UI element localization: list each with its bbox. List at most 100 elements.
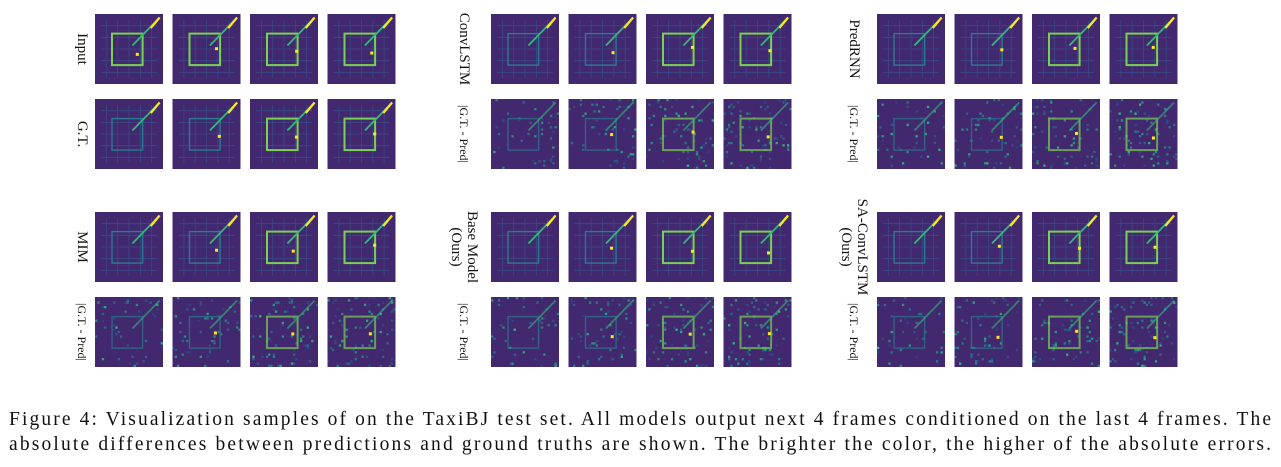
noise-cell (618, 99, 621, 102)
ring-road (507, 230, 540, 264)
noise-cell (1077, 335, 1080, 338)
noise-cell (704, 351, 708, 354)
noise-cell (142, 360, 145, 363)
noise-cell (970, 355, 973, 358)
noise-cell (773, 137, 776, 140)
noise-cell (1168, 126, 1171, 129)
noise-cell (513, 328, 516, 331)
noise-cell (520, 139, 523, 142)
noise-cell (659, 141, 662, 145)
noise-cell (1095, 160, 1098, 163)
noise-cell (183, 335, 187, 338)
diagonal-hot (545, 16, 557, 29)
hot-spot (999, 135, 1003, 139)
frame-map (95, 14, 163, 84)
ring-road (266, 230, 299, 265)
noise-cell (513, 353, 516, 356)
noise-cell (1038, 303, 1042, 307)
noise-cell (616, 337, 619, 340)
noise-cell (1132, 339, 1135, 343)
noise-cell (961, 319, 964, 322)
noise-cell (582, 114, 585, 118)
noise-cell (540, 297, 544, 300)
noise-cell (768, 137, 772, 140)
frame-map (1032, 212, 1100, 282)
noise-cell (250, 315, 253, 318)
noise-cell (540, 317, 544, 320)
noise-cell (933, 135, 936, 138)
noise-cell (332, 348, 335, 352)
noise-cell (293, 348, 296, 352)
noise-cell (1036, 160, 1039, 163)
noise-cell (782, 101, 785, 104)
noise-cell (556, 312, 559, 316)
noise-cell (336, 364, 339, 367)
noise-cell (1056, 146, 1060, 149)
noise-cell (618, 105, 621, 109)
row-label: MIM (74, 231, 90, 263)
noise-cell (748, 112, 751, 115)
noise-cell (224, 319, 227, 322)
noise-cell (1086, 326, 1089, 329)
noise-cell (1020, 128, 1023, 131)
noise-cell (1123, 333, 1126, 336)
noise-cell (124, 301, 127, 304)
noise-cell (113, 317, 116, 320)
noise-cell (1136, 110, 1139, 113)
noise-cell (270, 330, 273, 334)
noise-cell (261, 355, 264, 358)
difference-map (172, 297, 241, 367)
noise-cell (616, 160, 619, 163)
noise-cell (648, 103, 651, 106)
noise-cell (646, 155, 649, 158)
noise-cell (725, 155, 729, 158)
noise-cell (632, 146, 635, 149)
noise-cell (963, 164, 966, 167)
noise-cell (1097, 364, 1100, 367)
noise-cell (1079, 351, 1082, 354)
noise-cell (775, 344, 778, 347)
noise-cell (677, 114, 680, 118)
noise-cell (1127, 344, 1130, 347)
noise-cell (1088, 319, 1091, 322)
noise-cell (299, 337, 303, 340)
noise-cell (226, 360, 230, 363)
hot-spot (295, 49, 299, 53)
noise-cell (1034, 105, 1037, 109)
noise-cell (890, 132, 893, 136)
noise-cell (680, 330, 683, 334)
noise-cell (281, 321, 284, 325)
noise-cell (693, 328, 696, 331)
noise-cell (554, 126, 557, 129)
noise-cell (877, 303, 880, 307)
noise-cell (1066, 299, 1069, 302)
noise-cell (1175, 157, 1178, 160)
noise-cell (650, 335, 653, 338)
noise-cell (963, 337, 966, 340)
noise-cell (1141, 348, 1144, 352)
noise-cell (549, 114, 553, 118)
noise-cell (762, 144, 765, 147)
noise-cell (1120, 119, 1124, 122)
noise-cell (602, 335, 605, 338)
noise-cell (1127, 153, 1130, 156)
noise-cell (179, 321, 182, 325)
noise-cell (739, 110, 742, 113)
noise-cell (497, 303, 501, 307)
noise-cell (664, 108, 667, 111)
noise-cell (999, 342, 1003, 345)
difference-map (723, 297, 792, 367)
noise-cell (518, 119, 521, 122)
noise-cell (1041, 337, 1044, 340)
noise-cell (306, 301, 309, 304)
diagonal-road (1146, 101, 1175, 132)
noise-cell (620, 355, 623, 358)
noise-cell (1136, 348, 1139, 352)
noise-cell (993, 166, 996, 169)
noise-cell (306, 308, 309, 311)
noise-cell (1145, 119, 1149, 122)
row-label-line: |G.T. - Pred| (75, 303, 89, 361)
noise-cell (156, 308, 159, 311)
noise-cell (345, 328, 348, 331)
noise-cell (377, 317, 380, 320)
